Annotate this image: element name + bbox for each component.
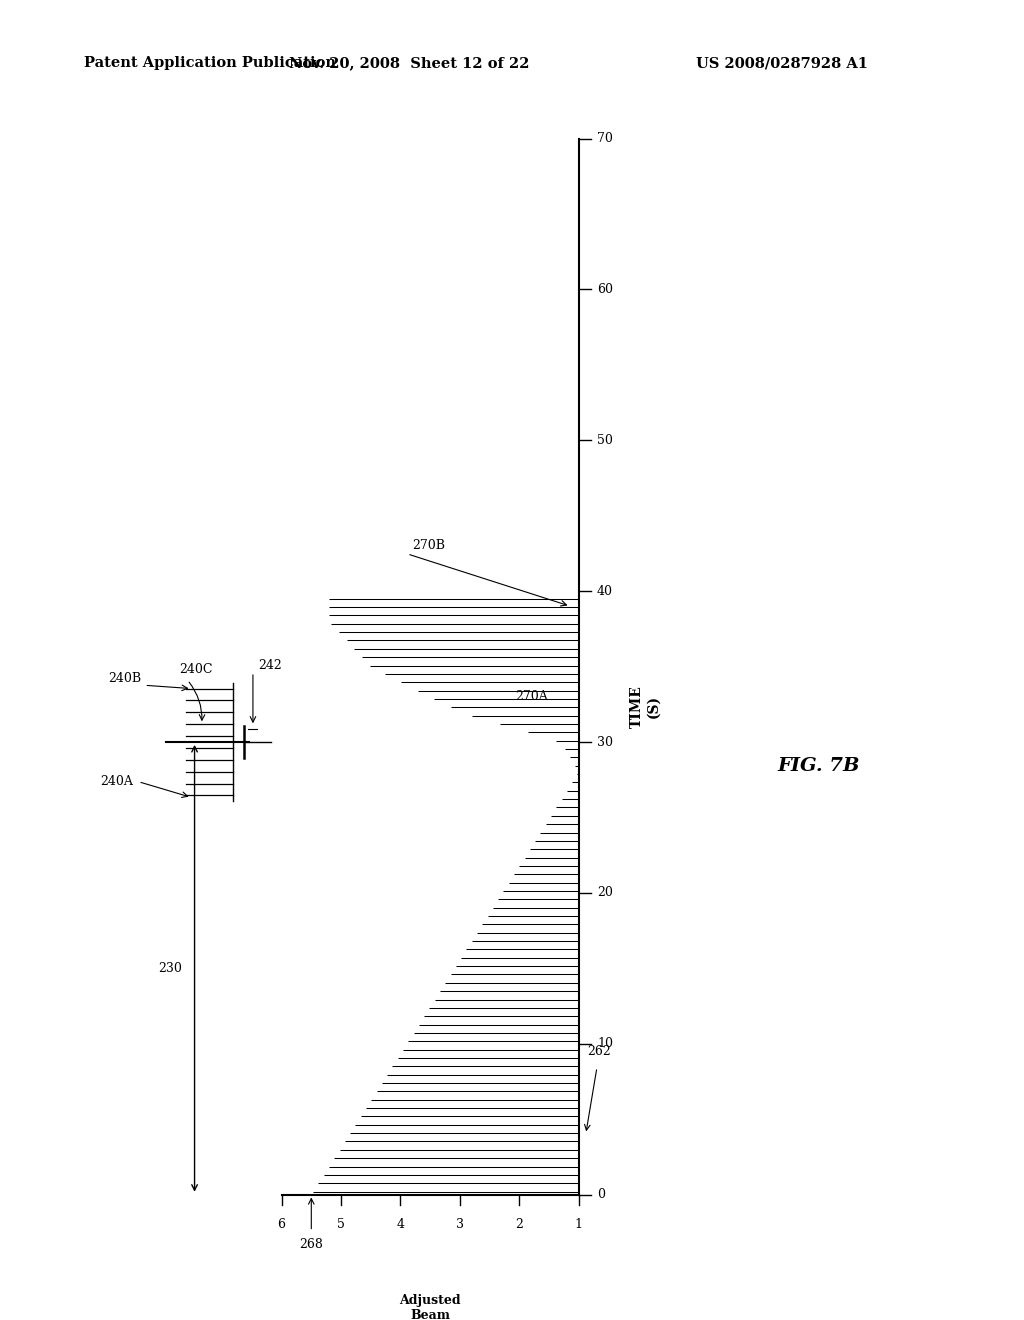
Text: 50: 50 — [597, 434, 613, 446]
Text: FIG. 7B: FIG. 7B — [778, 756, 860, 775]
Text: 10: 10 — [597, 1038, 613, 1051]
Text: 230: 230 — [159, 962, 182, 974]
Text: Nov. 20, 2008  Sheet 12 of 22: Nov. 20, 2008 Sheet 12 of 22 — [290, 57, 529, 70]
Text: 242: 242 — [258, 659, 282, 672]
Text: TIME
(S): TIME (S) — [630, 685, 660, 727]
Text: 0: 0 — [597, 1188, 605, 1201]
Text: 4: 4 — [396, 1218, 404, 1232]
Text: 240A: 240A — [100, 775, 133, 788]
Text: 240C: 240C — [179, 663, 213, 676]
Text: 30: 30 — [597, 735, 613, 748]
Text: 1: 1 — [574, 1218, 583, 1232]
Text: US 2008/0287928 A1: US 2008/0287928 A1 — [696, 57, 868, 70]
Text: 60: 60 — [597, 282, 613, 296]
Text: 40: 40 — [597, 585, 613, 598]
Text: 70: 70 — [597, 132, 613, 145]
Text: 270A: 270A — [515, 690, 548, 704]
Text: 268: 268 — [299, 1238, 324, 1251]
Text: 262: 262 — [587, 1045, 610, 1057]
Text: 270B: 270B — [413, 540, 445, 552]
Text: 6: 6 — [278, 1218, 286, 1232]
Text: Adjusted
Beam
Diameters
(mm): Adjusted Beam Diameters (mm) — [394, 1294, 466, 1320]
Text: 2: 2 — [515, 1218, 523, 1232]
Text: 20: 20 — [597, 887, 613, 899]
Text: Patent Application Publication: Patent Application Publication — [84, 57, 336, 70]
Text: 240B: 240B — [109, 672, 141, 685]
Text: 3: 3 — [456, 1218, 464, 1232]
Text: 5: 5 — [337, 1218, 345, 1232]
